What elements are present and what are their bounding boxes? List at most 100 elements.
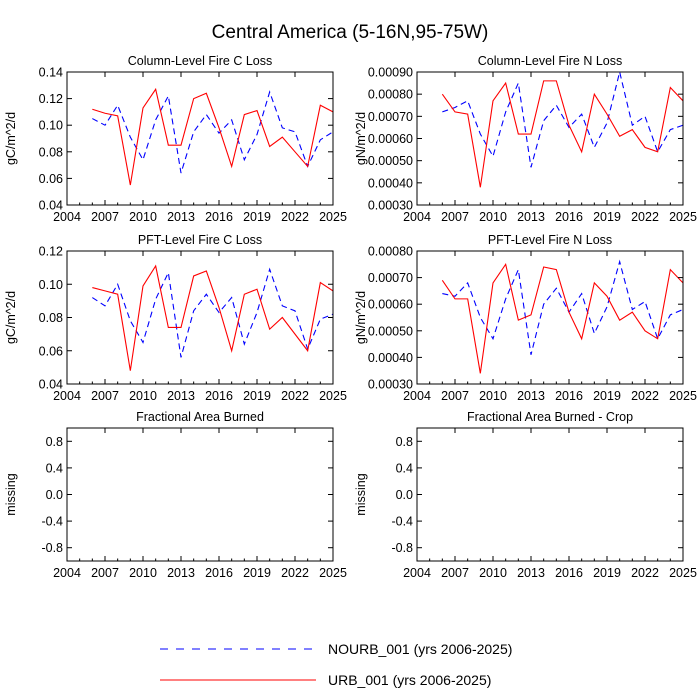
series-line-urb	[441, 262, 683, 374]
x-tick-label: 2010	[129, 566, 157, 580]
legend-label-urb: URB_001 (yrs 2006-2025)	[328, 672, 491, 688]
series-group	[441, 72, 683, 188]
x-tick-label: 2013	[167, 566, 195, 580]
y-tick-label: 0.8	[396, 435, 413, 449]
panel-4: PFT-Level Fire N Loss gN/m^2/d 2004 2007 201…	[354, 233, 697, 403]
x-tick-label: 2019	[243, 389, 271, 403]
y-tick-label: 0.12	[39, 92, 63, 106]
y-tick-label: 0.04	[39, 378, 63, 392]
x-tick-label: 2022	[281, 389, 309, 403]
y-tick-label: 0.00060	[368, 298, 413, 312]
y-tick-label: 0.12	[39, 245, 63, 259]
panel-title: Column-Level Fire C Loss	[128, 54, 273, 68]
x-tick-label: 2019	[593, 210, 621, 224]
series-group	[92, 87, 333, 186]
panel-title: Fractional Area Burned	[136, 410, 264, 424]
series-line-urb	[92, 87, 333, 186]
x-tick-label: 2022	[631, 210, 659, 224]
y-tick-label: 0.0	[396, 488, 413, 502]
x-tick-label: 2016	[555, 566, 583, 580]
y-tick-label: 0.00030	[368, 199, 413, 213]
panel-2: Column-Level Fire N Loss gN/m^2/d 2004 2007…	[354, 54, 697, 224]
y-tick-label: 0.08	[39, 145, 63, 159]
series-line-nourb	[442, 72, 683, 168]
y-tick-label: 0.04	[39, 199, 63, 213]
panel-title: Fractional Area Burned - Crop	[467, 410, 633, 424]
y-tick-label: 0.00030	[368, 378, 413, 392]
x-tick-label: 2007	[91, 389, 119, 403]
y-tick-label: 0.8	[46, 435, 63, 449]
x-tick-label: 2010	[129, 210, 157, 224]
panel-5: Fractional Area Burned missing 2004 2007 201…	[4, 410, 347, 580]
panel-title: Column-Level Fire N Loss	[478, 54, 623, 68]
plot-frame	[416, 250, 684, 385]
y-tick-label: 0.00060	[368, 132, 413, 146]
plot-frame	[416, 71, 684, 206]
x-tick-label: 2004	[403, 210, 431, 224]
y-axis-label: gC/m^2/d	[4, 291, 18, 344]
x-tick-label: 2013	[517, 389, 545, 403]
x-tick-label: 2016	[555, 389, 583, 403]
x-tick-label: 2022	[281, 566, 309, 580]
y-axis-label: gN/m^2/d	[354, 291, 368, 344]
y-tick-label: 0.4	[396, 461, 413, 475]
y-tick-label: 0.0	[46, 488, 63, 502]
series-group	[92, 264, 333, 371]
x-tick-label: 2022	[631, 566, 659, 580]
x-tick-label: 2004	[403, 389, 431, 403]
x-tick-label: 2007	[441, 389, 469, 403]
panel-title: PFT-Level Fire C Loss	[138, 233, 262, 247]
x-tick-label: 2016	[205, 210, 233, 224]
x-tick-label: 2004	[53, 566, 81, 580]
legend-label-nourb: NOURB_001 (yrs 2006-2025)	[328, 641, 512, 657]
x-tick-label: 2022	[631, 389, 659, 403]
y-tick-label: 0.00050	[368, 324, 413, 338]
series-line-nourb	[92, 90, 333, 174]
x-tick-label: 2019	[243, 566, 271, 580]
series-group	[441, 259, 683, 374]
x-tick-label: 2025	[669, 210, 697, 224]
x-tick-label: 2010	[129, 389, 157, 403]
y-tick-label: 0.00050	[368, 154, 413, 168]
series-line-nourb	[92, 267, 333, 358]
x-tick-label: 2010	[479, 566, 507, 580]
y-tick-label: 0.00040	[368, 176, 413, 190]
x-tick-label: 2025	[319, 389, 347, 403]
figure-title: Central America (5-16N,95-75W)	[212, 22, 489, 43]
y-tick-label: 0.00090	[368, 66, 413, 80]
x-tick-label: 2019	[593, 566, 621, 580]
y-tick-label: 0.14	[39, 66, 63, 80]
panel-6: Fractional Area Burned - Crop missing 2004…	[354, 410, 697, 580]
x-tick-label: 2025	[319, 566, 347, 580]
y-axis-label: gC/m^2/d	[4, 112, 18, 165]
x-tick-label: 2025	[319, 210, 347, 224]
y-tick-label: 0.4	[46, 461, 63, 475]
panel-title: PFT-Level Fire N Loss	[488, 233, 612, 247]
x-tick-label: 2013	[167, 210, 195, 224]
panel-3: PFT-Level Fire C Loss gC/m^2/d 2004 2007 201…	[4, 233, 347, 403]
x-tick-label: 2025	[669, 566, 697, 580]
x-tick-label: 2022	[281, 210, 309, 224]
legend: NOURB_001 (yrs 2006-2025) URB_001 (yrs 2…	[160, 641, 512, 688]
x-tick-label: 2007	[441, 566, 469, 580]
x-tick-label: 2013	[517, 210, 545, 224]
x-tick-label: 2010	[479, 210, 507, 224]
x-tick-label: 2013	[167, 389, 195, 403]
plot-frame	[416, 427, 684, 562]
x-tick-label: 2004	[53, 210, 81, 224]
y-tick-label: 0.08	[39, 311, 63, 325]
x-tick-label: 2025	[669, 389, 697, 403]
series-line-urb	[92, 264, 333, 371]
x-tick-label: 2013	[517, 566, 545, 580]
x-tick-label: 2016	[205, 389, 233, 403]
y-tick-label: 0.06	[39, 172, 63, 186]
y-tick-label: 0.10	[39, 278, 63, 292]
x-tick-label: 2016	[205, 566, 233, 580]
x-tick-label: 2007	[91, 566, 119, 580]
y-tick-label: -0.4	[41, 515, 63, 529]
series-line-urb	[441, 80, 683, 188]
x-tick-label: 2004	[403, 566, 431, 580]
panel-1: Column-Level Fire C Loss gC/m^2/d 2004 2007…	[4, 54, 347, 224]
y-tick-label: -0.8	[41, 541, 63, 555]
